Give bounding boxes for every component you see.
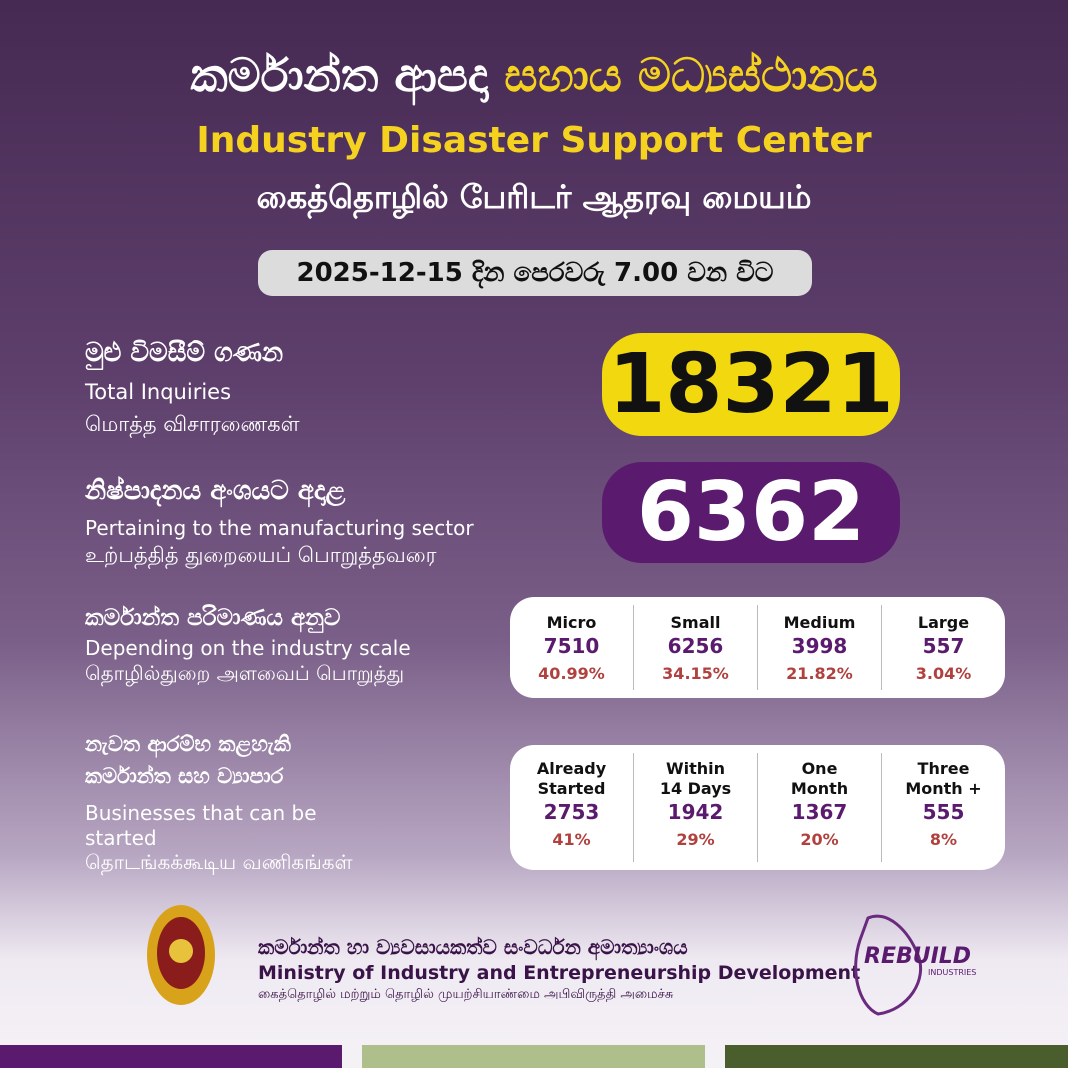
column-label: Three xyxy=(917,759,970,778)
column-value: 1942 xyxy=(667,800,724,824)
column-percent: 41% xyxy=(552,830,591,849)
label: தொழில்துறை அளவைப் பொறுத்து xyxy=(85,661,405,685)
column-label: Month xyxy=(790,779,849,798)
column-value: 3998 xyxy=(791,634,848,658)
column-percent: 8% xyxy=(929,830,958,849)
table-column: Within 14 Days 1942 29% xyxy=(633,753,757,862)
footer-bar xyxy=(362,1045,705,1068)
total-value: 18321 xyxy=(602,333,900,436)
table-column: Three Month + 555 8% xyxy=(881,753,1005,862)
table-column: Large 557 3.04% xyxy=(881,605,1005,690)
footer-bar xyxy=(725,1045,1068,1068)
column-label: Large xyxy=(917,613,970,632)
column-label: Started xyxy=(537,779,606,798)
column-percent: 21.82% xyxy=(786,664,853,683)
ministry-english: Ministry of Industry and Entrepreneurshi… xyxy=(258,962,861,984)
column-label: Medium xyxy=(783,613,856,632)
table-column: Micro 7510 40.99% xyxy=(510,605,633,690)
label: කර්මාන්ත සහ ව්‍යාපාර xyxy=(85,764,284,788)
column-label: Small xyxy=(670,613,721,632)
column-percent: 34.15% xyxy=(662,664,729,683)
column-percent: 29% xyxy=(676,830,715,849)
date-badge: 2025-12-15 දින පෙරවරු 7.00 වන විට xyxy=(258,250,812,296)
subtitle: Industry Disaster Support Center xyxy=(196,120,872,161)
label: உற்பத்தித் துறையைப் பொறுத்தவரை xyxy=(85,543,437,567)
manufacturing-value: 6362 xyxy=(602,462,900,563)
column-value: 1367 xyxy=(791,800,848,824)
column-label: One xyxy=(801,759,838,778)
label: Businesses that can be xyxy=(85,801,317,825)
logo-subtitle: INDUSTRIES xyxy=(928,968,977,977)
label: නැවත ආරම්භ කළහැකි xyxy=(85,732,291,756)
column-label: Month + xyxy=(905,779,982,798)
table-column: Medium 3998 21.82% xyxy=(757,605,881,690)
title-part: සහාය මධ්‍යස්ථානය xyxy=(504,48,878,102)
label: started xyxy=(85,826,157,850)
table-column: One Month 1367 20% xyxy=(757,753,881,862)
title-part: කර්මාන්ත ආපදා xyxy=(190,48,489,102)
emblem xyxy=(147,905,215,1005)
label: නිෂ්පාදනය අංශයට අදාළ xyxy=(85,476,346,506)
table-column: Small 6256 34.15% xyxy=(633,605,757,690)
label: தொடங்கக்கூடிய வணிகங்கள் xyxy=(85,850,353,874)
label: කර්මාන්ත පරිමාණය අනුව xyxy=(85,605,341,631)
label: මුළු විමසීම් ගණන xyxy=(85,338,284,368)
label: மொத்த விசாரணைகள் xyxy=(85,412,300,436)
column-value: 555 xyxy=(922,800,965,824)
ministry-sinhala: කර්මාන්ත හා ව්‍යවසායකත්ව සංවර්ධන අමාත්‍ය… xyxy=(258,935,688,959)
column-value: 7510 xyxy=(543,634,600,658)
restart-table: Already Started 2753 41% Within 14 Days 1942 29… xyxy=(510,745,1005,870)
table-column: Already Started 2753 41% xyxy=(510,753,633,862)
logo-title: REBUILD xyxy=(864,944,972,969)
label: Depending on the industry scale xyxy=(85,636,411,660)
column-value: 2753 xyxy=(543,800,600,824)
column-value: 557 xyxy=(922,634,965,658)
title: කර්මාන්ත ආපදා සහාය මධ්‍යස්ථානය xyxy=(0,48,1068,104)
footer-bar xyxy=(0,1045,342,1068)
label: Pertaining to the manufacturing sector xyxy=(85,516,474,540)
column-percent: 20% xyxy=(800,830,839,849)
subtitle-tamil: கைத்தொழில் பேரிடர் ஆதரவு மையம் xyxy=(256,178,812,216)
column-percent: 3.04% xyxy=(915,664,972,683)
column-value: 6256 xyxy=(667,634,724,658)
column-label: Micro xyxy=(546,613,597,632)
label: Total Inquiries xyxy=(85,380,232,404)
scale-table: Micro 7510 40.99% Small 6256 34.15% Medium 3998… xyxy=(510,597,1005,698)
rebuild-logo xyxy=(854,914,923,1016)
ministry-tamil: கைத்தொழில் மற்றும் தொழில் முயற்சியாண்மை … xyxy=(258,987,674,1002)
column-label: 14 Days xyxy=(659,779,732,798)
column-percent: 40.99% xyxy=(538,664,605,683)
column-label: Within xyxy=(665,759,726,778)
column-label: Already xyxy=(536,759,607,778)
